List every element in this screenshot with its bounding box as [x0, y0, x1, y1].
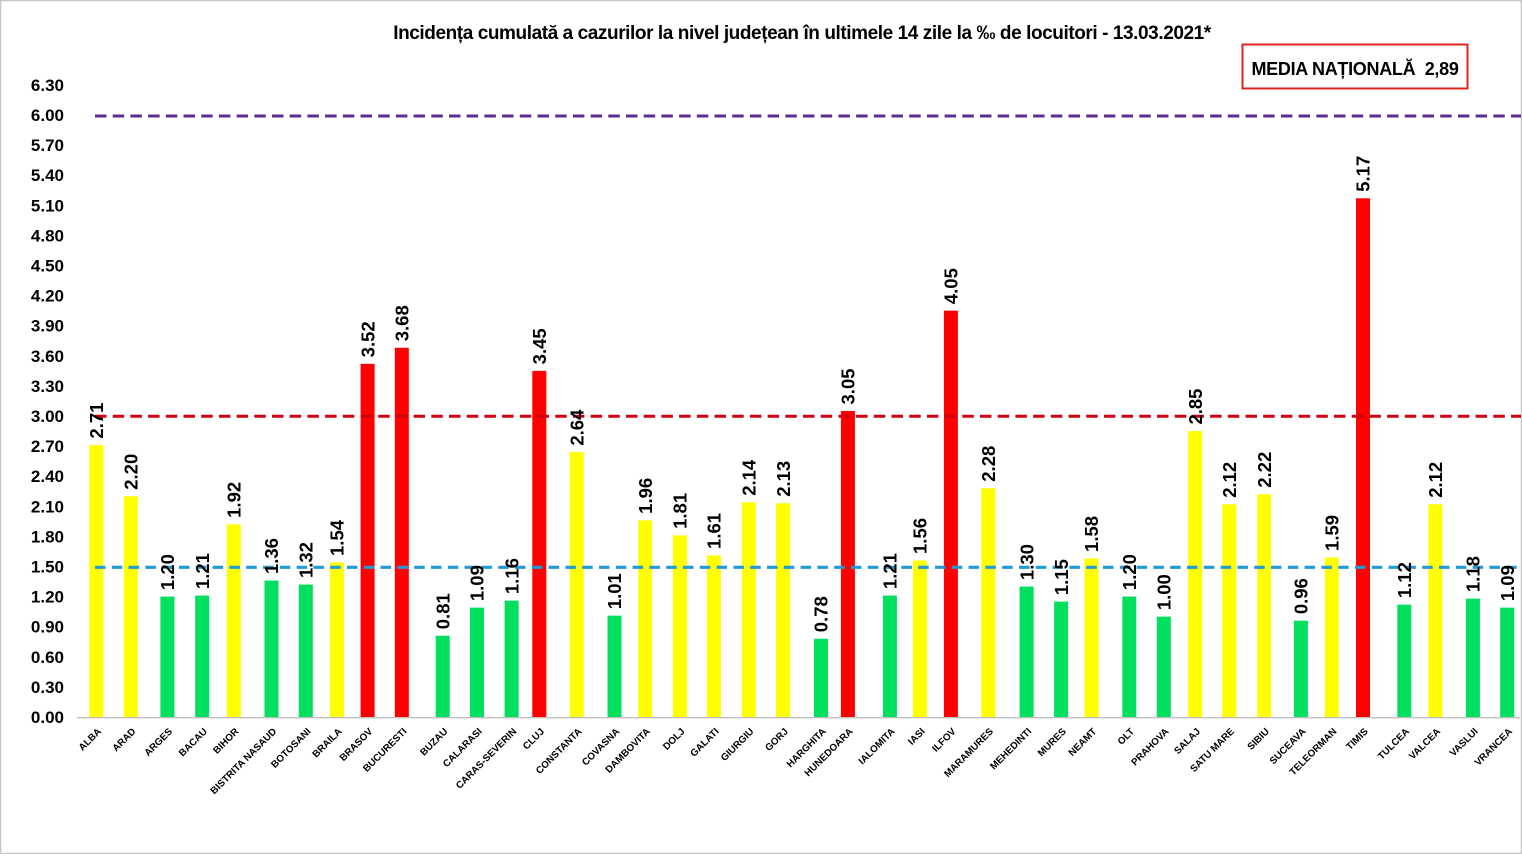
svg-text:3.60: 3.60 — [31, 347, 64, 366]
svg-text:1.36: 1.36 — [261, 538, 282, 574]
svg-text:6.00: 6.00 — [31, 106, 64, 125]
svg-text:6.30: 6.30 — [31, 76, 64, 95]
svg-text:1.01: 1.01 — [604, 573, 625, 609]
svg-text:1.59: 1.59 — [1322, 515, 1343, 551]
svg-text:5.40: 5.40 — [31, 166, 64, 185]
svg-text:MEDIA NAȚIONALĂ 2,89: MEDIA NAȚIONALĂ 2,89 — [1251, 58, 1458, 79]
svg-text:1.32: 1.32 — [296, 542, 317, 578]
svg-text:1.96: 1.96 — [635, 478, 656, 514]
svg-text:1.18: 1.18 — [1463, 556, 1484, 592]
svg-text:2.14: 2.14 — [739, 459, 760, 496]
svg-text:4.50: 4.50 — [31, 257, 64, 276]
svg-text:1.12: 1.12 — [1394, 562, 1415, 598]
svg-text:1.30: 1.30 — [1016, 544, 1037, 580]
svg-text:0.30: 0.30 — [31, 678, 64, 697]
svg-text:1.21: 1.21 — [192, 553, 213, 589]
svg-text:0.60: 0.60 — [31, 648, 64, 667]
svg-text:4.80: 4.80 — [31, 226, 64, 245]
svg-text:1.92: 1.92 — [224, 482, 245, 518]
svg-text:1.15: 1.15 — [1051, 559, 1072, 595]
svg-text:1.54: 1.54 — [327, 519, 348, 556]
svg-text:3.68: 3.68 — [392, 305, 413, 341]
svg-text:3.52: 3.52 — [357, 321, 378, 357]
svg-text:0.96: 0.96 — [1291, 578, 1312, 614]
svg-text:1.50: 1.50 — [31, 558, 64, 577]
svg-text:3.00: 3.00 — [31, 407, 64, 426]
svg-text:1.80: 1.80 — [31, 527, 64, 546]
svg-text:3.90: 3.90 — [31, 317, 64, 336]
svg-text:3.30: 3.30 — [31, 377, 64, 396]
svg-text:1.09: 1.09 — [1497, 565, 1518, 601]
svg-text:5.10: 5.10 — [31, 196, 64, 215]
svg-text:1.56: 1.56 — [910, 518, 931, 554]
svg-text:1.00: 1.00 — [1154, 574, 1175, 610]
svg-text:2.22: 2.22 — [1254, 452, 1275, 488]
svg-text:0.90: 0.90 — [31, 618, 64, 637]
svg-text:2.85: 2.85 — [1185, 389, 1206, 425]
svg-text:1.21: 1.21 — [880, 553, 901, 589]
svg-text:5.17: 5.17 — [1353, 156, 1374, 192]
svg-text:3.05: 3.05 — [838, 368, 859, 404]
svg-text:2.28: 2.28 — [978, 446, 999, 482]
svg-text:1.16: 1.16 — [501, 558, 522, 594]
svg-text:4.20: 4.20 — [31, 287, 64, 306]
svg-text:1.61: 1.61 — [704, 513, 725, 549]
svg-text:0.00: 0.00 — [31, 708, 64, 727]
svg-text:1.20: 1.20 — [157, 554, 178, 590]
svg-text:2.40: 2.40 — [31, 467, 64, 486]
svg-text:4.05: 4.05 — [941, 268, 962, 304]
svg-text:1.20: 1.20 — [1119, 554, 1140, 590]
svg-text:2.70: 2.70 — [31, 437, 64, 456]
svg-text:1.09: 1.09 — [467, 565, 488, 601]
svg-text:2.71: 2.71 — [86, 403, 107, 439]
svg-text:2.20: 2.20 — [121, 454, 142, 490]
svg-text:2.64: 2.64 — [566, 409, 587, 446]
svg-text:2.10: 2.10 — [31, 497, 64, 516]
svg-text:1.81: 1.81 — [670, 493, 691, 529]
svg-text:0.78: 0.78 — [811, 596, 832, 632]
svg-text:0.81: 0.81 — [432, 593, 453, 629]
svg-text:5.70: 5.70 — [31, 136, 64, 155]
svg-text:1.20: 1.20 — [31, 588, 64, 607]
svg-text:2.12: 2.12 — [1219, 462, 1240, 498]
svg-text:1.58: 1.58 — [1081, 516, 1102, 552]
svg-text:2.13: 2.13 — [773, 461, 794, 497]
svg-text:2.12: 2.12 — [1425, 462, 1446, 498]
svg-text:3.45: 3.45 — [529, 328, 550, 364]
svg-text:Incidența cumulată a cazurilor: Incidența cumulată a cazurilor la nivel … — [393, 23, 1212, 44]
